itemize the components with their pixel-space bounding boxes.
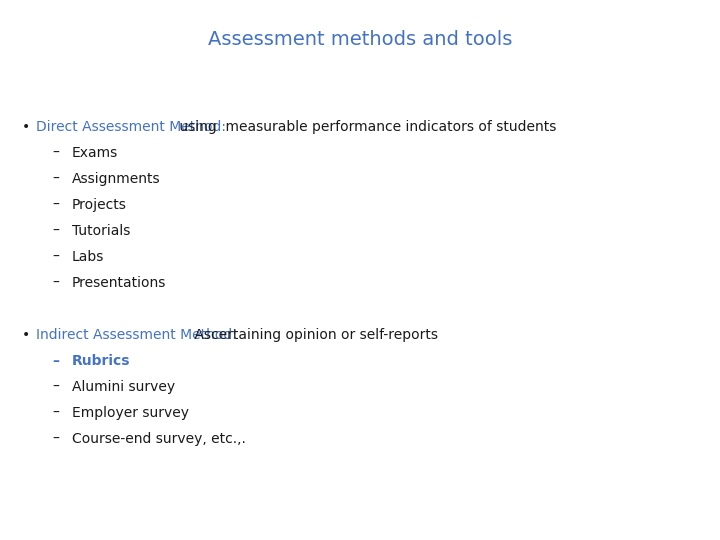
Text: using  measurable performance indicators of students: using measurable performance indicators …	[176, 120, 557, 134]
Text: Direct Assessment Method:: Direct Assessment Method:	[36, 120, 226, 134]
Text: –: –	[52, 380, 59, 394]
Text: •: •	[22, 120, 30, 134]
Text: –: –	[52, 146, 59, 160]
Text: Assessment methods and tools: Assessment methods and tools	[208, 30, 512, 49]
Text: –: –	[52, 198, 59, 212]
Text: Employer survey: Employer survey	[72, 406, 189, 420]
Text: Indirect Assessment Method:: Indirect Assessment Method:	[36, 328, 237, 342]
Text: Projects: Projects	[72, 198, 127, 212]
Text: •: •	[22, 328, 30, 342]
Text: –: –	[52, 354, 59, 368]
Text: Labs: Labs	[72, 250, 104, 264]
Text: Ascertaining opinion or self-reports: Ascertaining opinion or self-reports	[189, 328, 438, 342]
Text: Alumini survey: Alumini survey	[72, 380, 175, 394]
Text: Exams: Exams	[72, 146, 118, 160]
Text: Presentations: Presentations	[72, 276, 166, 290]
Text: Rubrics: Rubrics	[72, 354, 130, 368]
Text: –: –	[52, 432, 59, 446]
Text: –: –	[52, 224, 59, 238]
Text: Tutorials: Tutorials	[72, 224, 130, 238]
Text: –: –	[52, 406, 59, 420]
Text: –: –	[52, 276, 59, 290]
Text: –: –	[52, 172, 59, 186]
Text: –: –	[52, 250, 59, 264]
Text: Course-end survey, etc.,.: Course-end survey, etc.,.	[72, 432, 246, 446]
Text: Assignments: Assignments	[72, 172, 161, 186]
